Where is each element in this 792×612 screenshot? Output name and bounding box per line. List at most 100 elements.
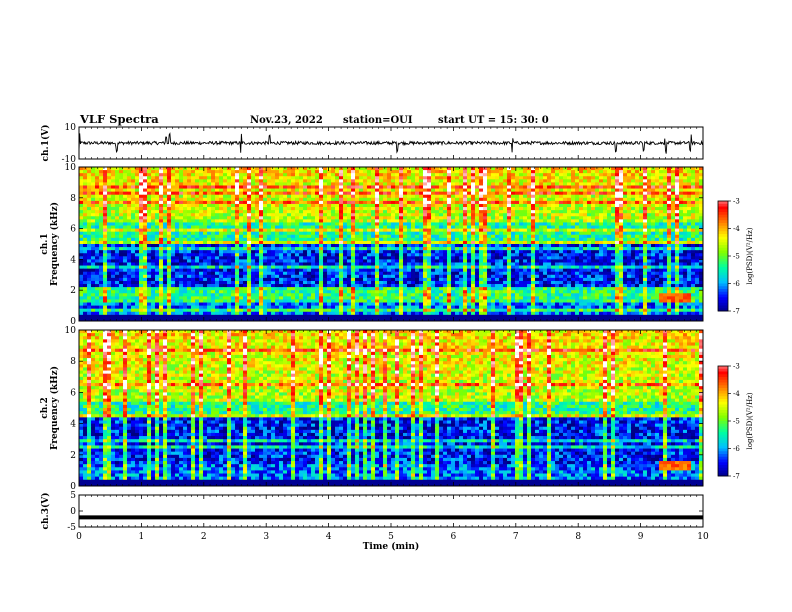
ch1-spectrogram-cell: [487, 185, 492, 189]
ch1-spectrogram-cell: [219, 247, 224, 251]
ch1-spectrogram-cell: [271, 259, 276, 263]
ch1-spectrogram-cell: [331, 216, 336, 220]
ch1-spectrogram-cell: [187, 194, 192, 199]
ch1-spectrogram-cell: [555, 197, 560, 202]
ch1-spectrogram-cell: [283, 244, 288, 248]
ch1-spectrogram-cell: [643, 179, 648, 183]
ch1-spectrogram-cell: [539, 197, 544, 202]
ch1-spectrogram-cell: [375, 207, 380, 211]
ch1-spectrogram-cell: [435, 207, 440, 211]
ch1-spectrogram-cell: [119, 231, 124, 236]
ch1-spectrogram-cell: [543, 210, 548, 214]
ch1-spectrogram-cell: [511, 191, 516, 196]
ch1-spectrogram-cell: [535, 203, 540, 208]
ch1-spectrogram-cell: [379, 231, 384, 236]
ch1-spectrogram-cell: [547, 244, 552, 248]
ch1-spectrogram-cell: [571, 240, 576, 245]
ch1-spectrogram-cell: [387, 188, 392, 193]
ch1-spectrogram-cell: [575, 176, 580, 180]
ch1-spectrogram-cell: [335, 216, 340, 220]
ch1-spectrogram-cell: [139, 228, 144, 233]
ch1-spectrogram-cell: [179, 234, 184, 239]
ch1-spectrogram-cell: [683, 197, 688, 202]
ch1-spectrogram-cell: [435, 237, 440, 242]
ch1-spectrogram-cell: [515, 167, 520, 171]
ch1-spectrogram-cell: [399, 253, 404, 257]
ch1-spectrogram-cell: [535, 182, 540, 186]
ch1-spectrogram-cell: [423, 167, 428, 171]
ch1-spectrogram-cell: [155, 191, 160, 196]
ch1-spectrogram-cell: [95, 167, 100, 171]
ch1-spectrogram-cell: [663, 170, 668, 174]
ch1-spectrogram-cell: [263, 191, 268, 196]
ch1-spectrogram-cell: [599, 213, 604, 217]
ch1-spectrogram-cell: [683, 244, 688, 248]
ch1-spectrogram-cell: [163, 247, 168, 251]
ch1-spectrogram-cell: [155, 228, 160, 233]
ch1-spectrogram-cell: [507, 256, 512, 260]
ch1-spectrogram-cell: [247, 210, 252, 214]
ch1-spectrogram-cell: [547, 185, 552, 189]
ch1-spectrogram-cell: [311, 222, 316, 226]
ch1-spectrogram-cell: [531, 228, 536, 233]
ch1-spectrogram-cell: [343, 225, 348, 229]
ch1-spectrogram-cell: [251, 179, 256, 183]
ch1-spectrogram-cell: [111, 179, 116, 183]
ch1-spectrogram-cell: [183, 182, 188, 186]
ch1-spectrogram-cell: [531, 219, 536, 223]
ch1-spectrogram-cell: [619, 167, 624, 171]
ch1-spectrogram-cell: [391, 244, 396, 248]
ch1-spectrogram-cell: [123, 197, 128, 202]
ch1-spectrogram-cell: [695, 203, 700, 208]
ch1-spectrogram-cell: [167, 207, 172, 211]
ch1-spectrogram-cell: [439, 219, 444, 223]
ch1-waveform-ytick-label: 10: [65, 123, 77, 133]
ch1-spectrogram-cell: [99, 259, 104, 263]
ch1-spectrogram-cell: [355, 179, 360, 183]
ch1-spectrogram-cell: [587, 250, 592, 254]
ch1-spectrogram-cell: [463, 231, 468, 236]
ch1-spectrogram-cell: [571, 179, 576, 183]
ch1-spectrogram-cell: [339, 179, 344, 183]
ch1-spectrogram-cell: [651, 231, 656, 236]
ch1-spectrogram-cell: [163, 176, 168, 180]
ch1-spectrogram-cell: [363, 197, 368, 202]
ch1-spectrogram-cell: [155, 170, 160, 174]
ch1-spectrogram-cell: [515, 247, 520, 251]
ch1-spectrogram-cell: [487, 210, 492, 214]
ch1-spectrogram-cell: [331, 191, 336, 196]
ch1-spectrogram-cell: [415, 200, 420, 205]
ch1-spectrogram-cell: [231, 247, 236, 251]
ch1-spectrogram-cell: [531, 170, 536, 174]
ch1-spectrogram-cell: [499, 240, 504, 245]
ch1-spectrogram-cell: [95, 231, 100, 236]
ch1-spectrogram-cell: [331, 259, 336, 263]
ch1-spectrogram-cell: [663, 250, 668, 254]
ch1-spectrogram-cell: [127, 219, 132, 223]
ch1-spectrogram-cell: [435, 191, 440, 196]
ch1-spectrogram-cell: [147, 203, 152, 208]
ch1-spectrogram-cell: [439, 216, 444, 220]
ch1-spectrogram-cell: [187, 250, 192, 254]
ch1-spectrogram-cell: [435, 170, 440, 174]
ch1-waveform-ylabel-0: ch.1(V): [40, 125, 51, 162]
ch1-spectrogram-cell: [247, 170, 252, 174]
ch1-spectrogram-cell: [567, 170, 572, 174]
ch1-spectrogram-cell: [207, 222, 212, 226]
ch1-spectrogram-cell: [111, 203, 116, 208]
ch1-spectrogram-cell: [579, 231, 584, 236]
ch1-spectrogram-cell: [143, 170, 148, 174]
ch1-spectrogram-cell: [427, 240, 432, 245]
ch1-spectrogram-cell: [507, 222, 512, 226]
ch1-spectrogram-cell: [367, 256, 372, 260]
ch1-spectrogram-cell: [127, 182, 132, 186]
ch1-spectrogram-cell: [263, 176, 268, 180]
ch1-spectrogram-cell: [379, 176, 384, 180]
ch1-spectrogram-cell: [371, 250, 376, 254]
ch1-spectrogram-cell: [683, 237, 688, 242]
ch1-spectrogram-cell: [139, 182, 144, 186]
ch1-spectrogram-cell: [391, 197, 396, 202]
ch1-spectrogram-cell: [127, 256, 132, 260]
ch1-spectrogram-cell: [319, 247, 324, 251]
ch1-spectrogram-cell: [159, 237, 164, 242]
